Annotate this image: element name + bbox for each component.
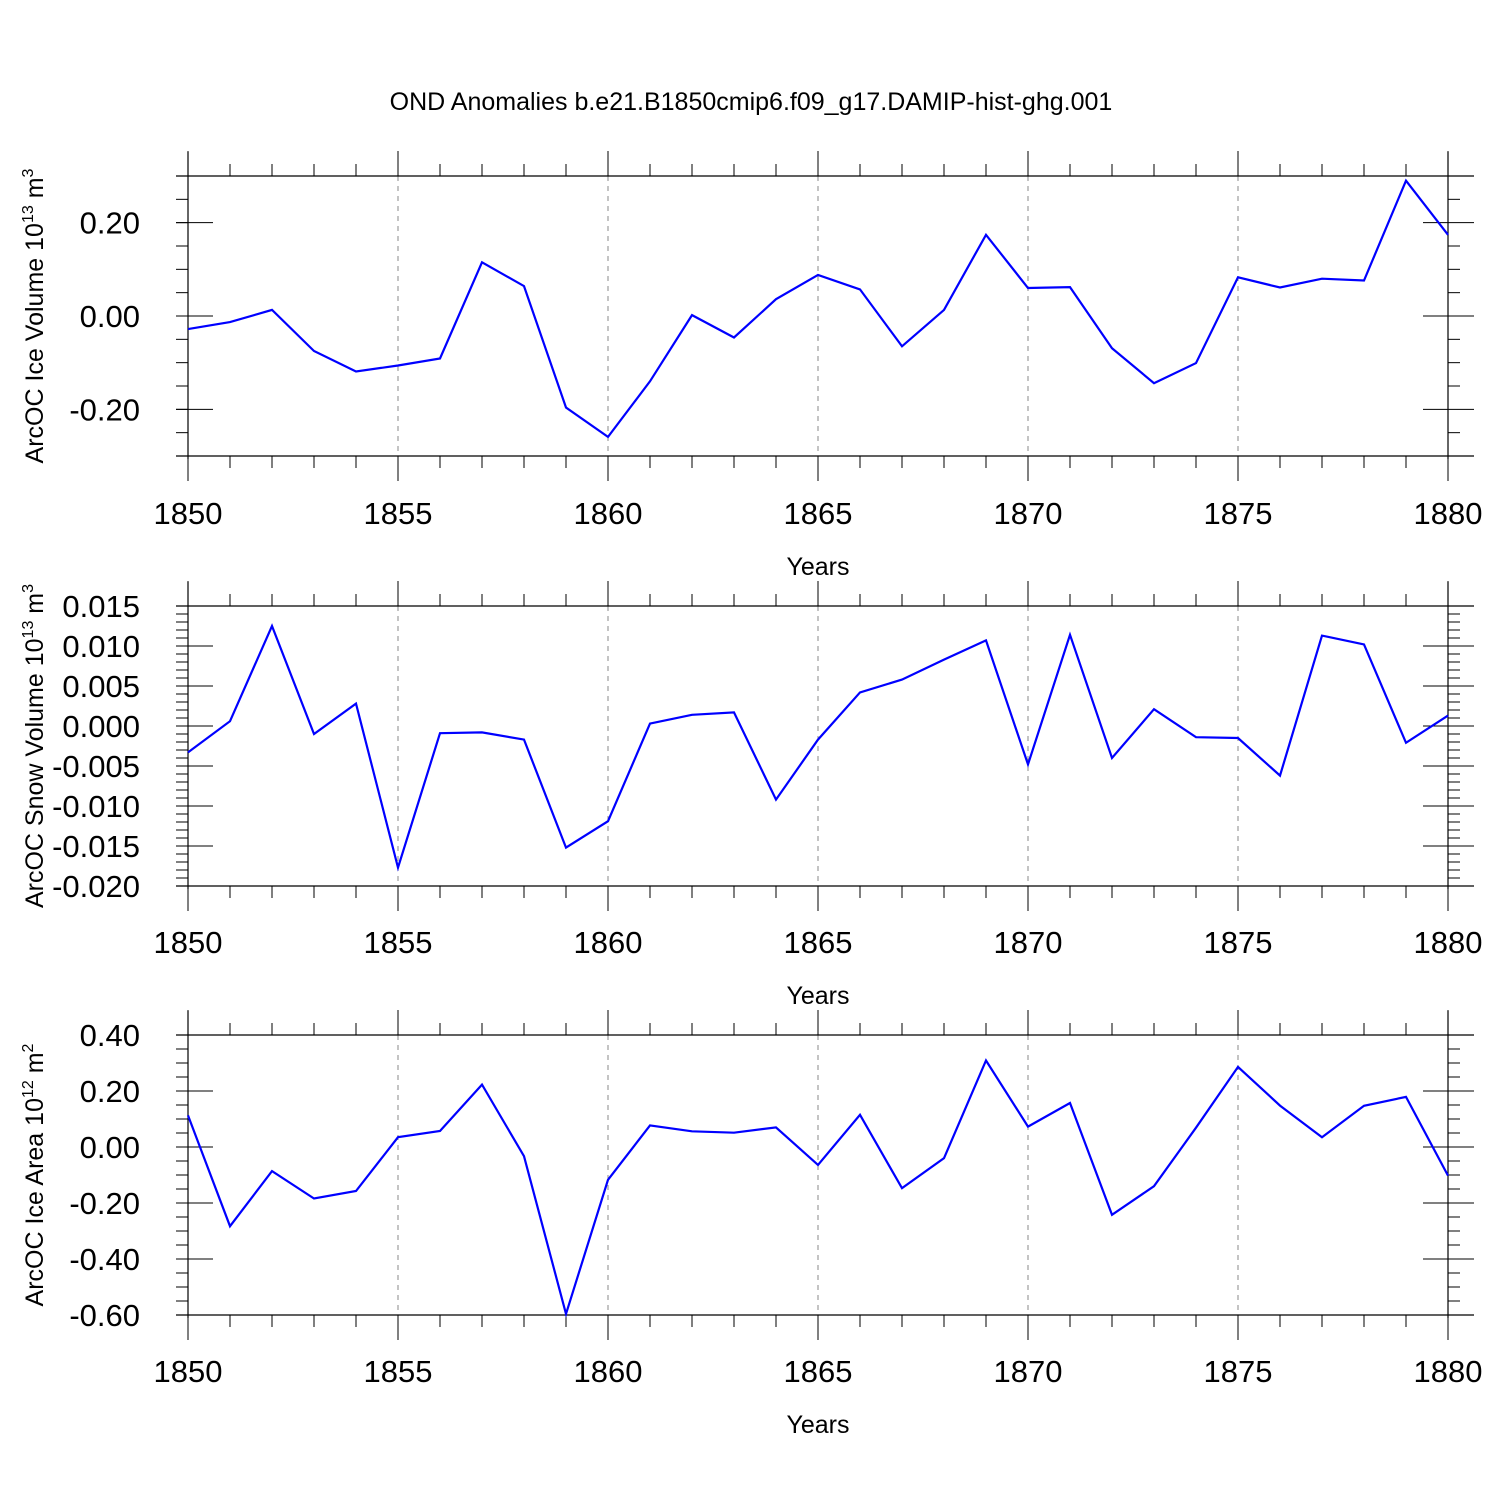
y-tick-label: -0.005 [52,749,140,784]
y-tick-label: -0.010 [52,789,140,824]
x-tick-label: 1865 [784,1354,853,1389]
series-line [187,178,1449,439]
x-tick-label: 1875 [1204,925,1273,960]
x-tick-label: 1865 [784,925,853,960]
series-line [187,623,1449,872]
panel-3: -0.60 -0.40 -0.20 0.00 0.20 0.40 1850 1855 1860 1… [20,1010,1482,1439]
y-tick-label: -0.015 [52,829,140,864]
y-tick-label: -0.020 [52,869,140,904]
y-axis-title: ArcOC Ice Area 1012 m2 [20,1043,49,1306]
series-line [186,1058,1449,1318]
panel-2: -0.020 -0.015 -0.010 -0.005 0.000 0.005 0.010 0… [20,581,1482,1010]
y-tick-label: 0.20 [80,206,140,241]
y-tick-label: 0.015 [62,589,140,624]
x-tick-label: 1860 [574,925,643,960]
x-tick-label: 1880 [1414,496,1483,531]
panel-1: -0.20 0.00 0.20 1850 1855 1860 1865 1870 1875 188… [20,151,1482,581]
x-axis-title: Years [786,982,849,1010]
y-tick-label: -0.20 [69,1186,140,1221]
x-tick-label: 1870 [994,1354,1063,1389]
x-tick-label: 1865 [784,496,853,531]
y-tick-label: 0.00 [80,299,140,334]
x-tick-label: 1875 [1204,1354,1273,1389]
x-tick-label: 1860 [574,1354,643,1389]
y-tick-label: 0.20 [80,1074,140,1109]
x-tick-label: 1880 [1414,925,1483,960]
x-tick-label: 1850 [154,496,223,531]
x-tick-label: 1855 [364,925,433,960]
y-tick-label: -0.60 [69,1298,140,1333]
x-tick-label: 1870 [994,925,1063,960]
y-tick-label: 0.00 [80,1130,140,1165]
y-tick-label: 0.40 [80,1018,140,1053]
x-tick-label: 1860 [574,496,643,531]
x-tick-label: 1855 [364,496,433,531]
y-tick-label: -0.40 [69,1242,140,1277]
x-tick-label: 1850 [154,1354,223,1389]
x-axis-title: Years [786,553,849,581]
y-tick-label: 0.010 [62,629,140,664]
y-tick-label: 0.000 [62,709,140,744]
y-axis-title: ArcOC Ice Volume 1013 m3 [20,168,49,463]
x-axis-title: Years [786,1411,849,1439]
x-tick-label: 1870 [994,496,1063,531]
y-tick-label: 0.005 [62,669,140,704]
panels: -0.20 0.00 0.20 1850 1855 1860 1865 1870 1875 188… [20,151,1482,1439]
x-tick-label: 1875 [1204,496,1273,531]
x-tick-label: 1850 [154,925,223,960]
x-tick-label: 1855 [364,1354,433,1389]
y-axis-title: ArcOC Snow Volume 1013 m3 [20,584,49,908]
x-tick-label: 1880 [1414,1354,1483,1389]
chart-title: OND Anomalies b.e21.B1850cmip6.f09_g17.D… [390,88,1113,116]
y-tick-label: -0.20 [69,392,140,427]
